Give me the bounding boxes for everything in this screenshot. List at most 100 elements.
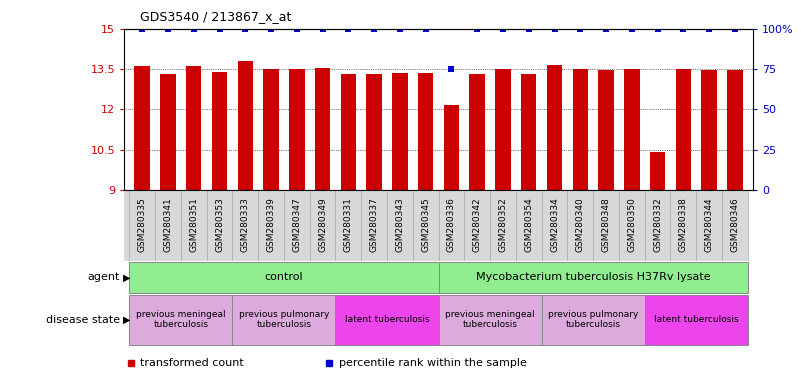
Bar <box>207 190 232 261</box>
Bar <box>238 61 253 190</box>
Text: previous pulmonary
tuberculosis: previous pulmonary tuberculosis <box>548 310 638 329</box>
Text: percentile rank within the sample: percentile rank within the sample <box>339 358 526 368</box>
Text: GSM280347: GSM280347 <box>292 197 301 252</box>
Text: GSM280353: GSM280353 <box>215 197 224 252</box>
Text: GSM280345: GSM280345 <box>421 197 430 252</box>
Text: GSM280348: GSM280348 <box>602 197 610 252</box>
Bar <box>413 190 439 261</box>
Text: GSM280341: GSM280341 <box>163 197 172 252</box>
Bar <box>186 66 202 190</box>
Text: GDS3540 / 213867_x_at: GDS3540 / 213867_x_at <box>140 10 292 23</box>
Bar <box>547 65 562 190</box>
Bar <box>702 71 717 190</box>
Bar <box>650 152 666 190</box>
Bar <box>315 68 330 190</box>
Bar <box>336 190 361 261</box>
Point <box>471 26 484 32</box>
Bar <box>232 295 336 344</box>
Text: GSM280350: GSM280350 <box>627 197 636 252</box>
Text: previous meningeal
tuberculosis: previous meningeal tuberculosis <box>136 310 226 329</box>
Point <box>239 26 252 32</box>
Text: Mycobacterium tuberculosis H37Rv lysate: Mycobacterium tuberculosis H37Rv lysate <box>476 272 710 283</box>
Point <box>419 26 432 32</box>
Bar <box>181 190 207 261</box>
Text: previous pulmonary
tuberculosis: previous pulmonary tuberculosis <box>239 310 329 329</box>
Bar <box>567 190 594 261</box>
Point <box>316 26 329 32</box>
Text: GSM280334: GSM280334 <box>550 197 559 252</box>
Text: latent tuberculosis: latent tuberculosis <box>344 315 429 324</box>
Bar <box>366 74 382 190</box>
Text: GSM280344: GSM280344 <box>705 197 714 252</box>
Bar <box>284 190 310 261</box>
Point <box>368 26 380 32</box>
Bar <box>439 190 465 261</box>
Point <box>728 26 741 32</box>
Point <box>342 26 355 32</box>
Text: GSM280343: GSM280343 <box>396 197 405 252</box>
Point <box>600 26 613 32</box>
Point <box>574 26 586 32</box>
Point <box>213 26 226 32</box>
Point <box>162 26 175 32</box>
Bar <box>160 74 175 190</box>
Text: GSM280337: GSM280337 <box>369 197 379 252</box>
Bar <box>439 295 541 344</box>
Point <box>497 26 509 32</box>
Bar <box>727 71 743 190</box>
Text: GSM280342: GSM280342 <box>473 197 481 252</box>
Text: GSM280335: GSM280335 <box>138 197 147 252</box>
Point <box>393 26 406 32</box>
Text: GSM280332: GSM280332 <box>653 197 662 252</box>
Bar <box>232 190 258 261</box>
Bar <box>211 72 227 190</box>
Point <box>702 26 715 32</box>
Bar <box>289 69 304 190</box>
Bar <box>258 190 284 261</box>
Bar <box>129 295 232 344</box>
Bar <box>624 69 639 190</box>
Bar <box>490 190 516 261</box>
Bar <box>722 190 748 261</box>
Bar <box>439 262 748 293</box>
Bar <box>135 66 150 190</box>
Bar <box>361 190 387 261</box>
Point <box>548 26 561 32</box>
Bar <box>418 73 433 190</box>
Text: transformed count: transformed count <box>140 358 244 368</box>
Point <box>522 26 535 32</box>
Bar <box>387 190 413 261</box>
Text: GSM280333: GSM280333 <box>241 197 250 252</box>
Bar <box>573 69 588 190</box>
Point <box>136 26 149 32</box>
Text: GSM280339: GSM280339 <box>267 197 276 252</box>
Bar <box>264 69 279 190</box>
Bar <box>619 190 645 261</box>
Point <box>291 26 304 32</box>
Bar <box>516 190 541 261</box>
Text: ▶: ▶ <box>123 314 130 325</box>
Bar <box>444 106 459 190</box>
Bar <box>340 74 356 190</box>
Point <box>445 66 458 72</box>
Text: GSM280346: GSM280346 <box>731 197 739 252</box>
Bar <box>465 190 490 261</box>
Bar <box>521 74 537 190</box>
Text: GSM280351: GSM280351 <box>189 197 198 252</box>
Bar <box>155 190 181 261</box>
Bar <box>392 73 408 190</box>
Bar <box>645 190 670 261</box>
Point <box>187 26 200 32</box>
Point <box>677 26 690 32</box>
Bar <box>645 295 748 344</box>
Text: ▶: ▶ <box>123 272 130 283</box>
Text: GSM280354: GSM280354 <box>524 197 533 252</box>
Bar <box>495 69 511 190</box>
Bar <box>670 190 696 261</box>
Text: disease state: disease state <box>46 314 120 325</box>
Bar <box>541 295 645 344</box>
Point <box>626 26 638 32</box>
Bar <box>129 262 439 293</box>
Text: agent: agent <box>88 272 120 283</box>
Bar <box>541 190 567 261</box>
